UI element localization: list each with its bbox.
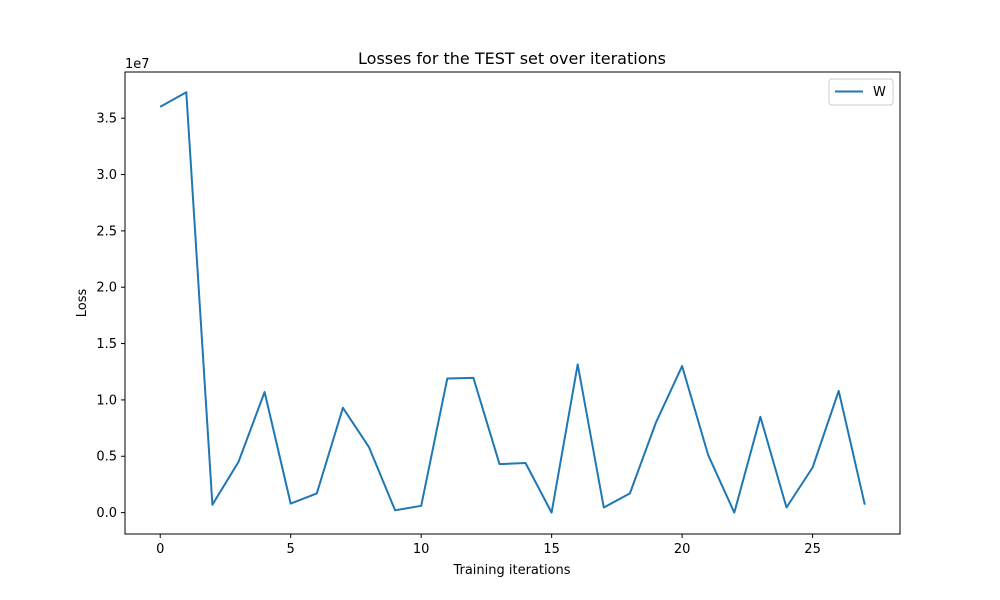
y-tick-label: 0.5 [96,450,117,465]
y-axis-scale-label: 1e7 [125,57,150,72]
y-tick-label: 3.0 [96,168,117,183]
legend: W [828,78,894,106]
plot-area [124,71,901,535]
y-tick-label: 0.0 [96,506,117,521]
legend-label-w: W [873,85,886,100]
y-tick-label: 3.5 [96,112,117,127]
series-line-w [159,91,866,514]
y-axis-label: Loss [75,289,90,318]
y-tick-label: 2.5 [96,224,117,239]
y-axis-ticks: 0.0 0.5 1.0 1.5 2.0 2.5 3.0 3.5 [96,112,125,521]
x-tick-label: 10 [413,542,430,557]
series-layer [159,91,866,514]
chart-title: Losses for the TEST set over iterations [358,49,666,68]
x-tick-label: 15 [543,542,560,557]
x-tick-label: 0 [156,542,164,557]
x-tick-label: 25 [804,542,821,557]
x-axis-ticks: 0 5 10 15 20 25 [156,534,821,557]
x-tick-label: 5 [287,542,295,557]
y-tick-label: 1.5 [96,337,117,352]
y-tick-label: 1.0 [96,393,117,408]
y-tick-label: 2.0 [96,281,117,296]
x-tick-label: 20 [674,542,691,557]
x-axis-label: Training iterations [452,563,570,578]
